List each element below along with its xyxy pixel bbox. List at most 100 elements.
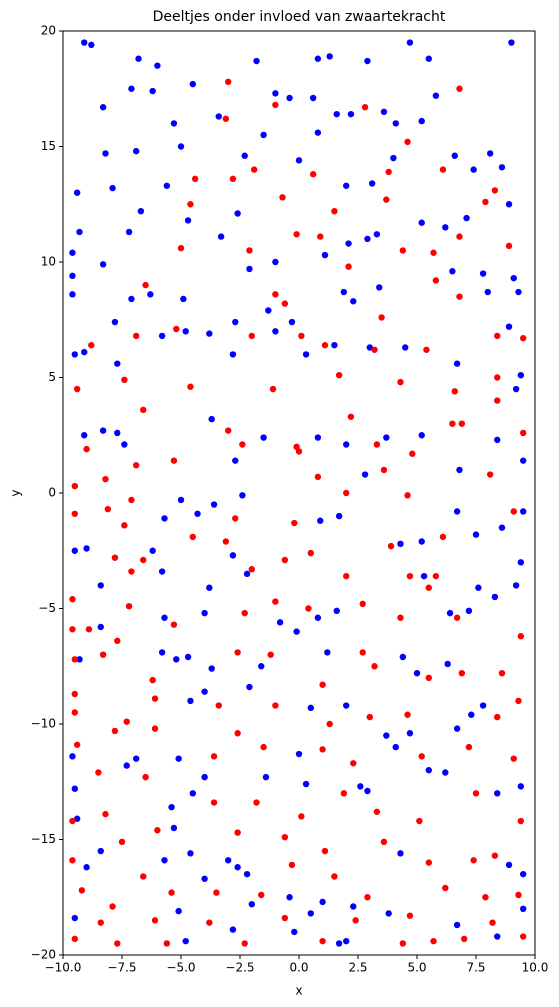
point — [498, 164, 506, 171]
point — [83, 864, 90, 871]
x-tick-label: −5.0 — [166, 961, 195, 975]
point — [314, 434, 322, 441]
point — [309, 171, 317, 178]
point — [71, 351, 79, 358]
point — [465, 607, 473, 615]
point — [258, 663, 265, 670]
point — [397, 614, 404, 621]
point — [416, 817, 423, 825]
point — [180, 295, 187, 303]
point — [158, 649, 166, 656]
point — [154, 827, 161, 834]
point — [385, 910, 392, 917]
x-tick-label: 2.5 — [348, 961, 367, 975]
point — [71, 482, 79, 490]
point — [73, 189, 81, 196]
point — [265, 307, 272, 314]
point — [302, 351, 310, 358]
point — [380, 838, 388, 846]
point — [121, 376, 128, 384]
point — [168, 889, 175, 896]
point — [239, 492, 246, 499]
point — [149, 676, 156, 684]
point — [161, 515, 168, 522]
point — [340, 790, 348, 797]
point — [430, 249, 437, 256]
point — [399, 940, 407, 947]
point — [97, 919, 104, 926]
point — [149, 547, 156, 554]
point — [418, 117, 425, 125]
point — [295, 750, 303, 758]
point — [397, 540, 404, 548]
point — [184, 217, 192, 224]
point — [201, 609, 208, 617]
point — [494, 332, 501, 340]
point — [102, 150, 109, 157]
point — [175, 755, 182, 762]
point — [241, 609, 248, 617]
point — [241, 940, 248, 947]
point — [425, 859, 432, 866]
point — [517, 817, 525, 825]
point — [210, 753, 218, 760]
point — [215, 702, 222, 709]
point — [510, 755, 517, 762]
point — [446, 609, 454, 617]
point — [272, 328, 279, 335]
point — [340, 288, 348, 296]
plot-frame — [62, 30, 536, 956]
point — [520, 508, 527, 515]
point — [465, 743, 473, 751]
point — [439, 166, 447, 173]
point — [397, 378, 404, 386]
point — [76, 228, 83, 236]
point — [83, 445, 90, 453]
point — [343, 572, 350, 580]
point — [71, 547, 79, 554]
point — [508, 39, 515, 46]
point — [286, 894, 293, 901]
point — [295, 157, 303, 164]
x-axis-label: x — [295, 984, 302, 998]
point — [335, 940, 343, 947]
point — [413, 669, 421, 677]
point — [222, 538, 230, 545]
point — [99, 104, 107, 111]
point — [99, 261, 107, 268]
point — [418, 219, 425, 226]
point — [69, 857, 76, 864]
point — [520, 870, 527, 878]
point — [83, 545, 90, 552]
point — [260, 743, 267, 751]
point — [298, 813, 305, 820]
point — [279, 194, 286, 201]
point — [229, 552, 237, 559]
point — [350, 903, 357, 910]
point — [442, 769, 449, 776]
point — [449, 420, 456, 427]
point — [81, 39, 88, 46]
point — [189, 790, 196, 797]
point — [213, 889, 220, 896]
point — [291, 519, 298, 527]
point — [288, 318, 296, 326]
point — [463, 214, 470, 222]
point — [475, 584, 482, 591]
point — [71, 690, 79, 698]
point — [97, 582, 104, 589]
point — [147, 291, 154, 298]
point — [324, 649, 331, 656]
point — [69, 596, 76, 603]
point — [302, 780, 310, 788]
point — [253, 57, 260, 65]
point — [343, 182, 350, 189]
point — [368, 180, 376, 187]
point — [281, 556, 289, 564]
point — [258, 891, 265, 899]
point — [345, 240, 352, 247]
point — [123, 762, 130, 769]
point — [71, 914, 79, 922]
point — [71, 656, 79, 663]
point — [517, 783, 525, 790]
